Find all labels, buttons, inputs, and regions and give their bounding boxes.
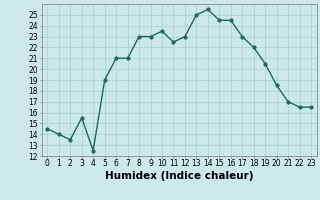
X-axis label: Humidex (Indice chaleur): Humidex (Indice chaleur) (105, 171, 253, 181)
